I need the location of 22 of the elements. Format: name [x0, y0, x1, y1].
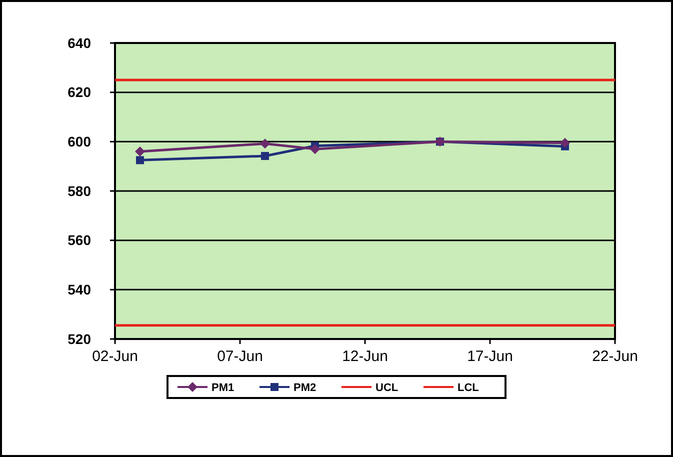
y-tick-label: 600 — [68, 134, 92, 150]
y-tick-label: 640 — [68, 34, 92, 51]
x-tick-label: 17-Jun — [467, 348, 513, 365]
point — [310, 144, 320, 154]
y-tick-label: 540 — [68, 282, 92, 298]
point — [560, 138, 570, 148]
point — [135, 146, 145, 157]
x-tick-label: 12-Jun — [342, 348, 388, 365]
point — [261, 152, 269, 160]
y-tick-label: 620 — [68, 84, 92, 100]
y-tick-label: 560 — [68, 232, 92, 248]
x-tick-label: 07-Jun — [217, 348, 263, 365]
legend-label: PM2 — [294, 382, 316, 394]
x-tick-label: 22-Jun — [592, 348, 638, 365]
legend-label: PM1 — [212, 382, 234, 394]
legend-label: UCL — [376, 382, 398, 394]
point — [136, 156, 144, 164]
y-tick-label: 520 — [68, 330, 92, 347]
x-tick-label: 02-Jun — [92, 348, 138, 365]
y-tick-label: 580 — [68, 182, 92, 199]
point — [260, 138, 270, 149]
legend-label: LCL — [458, 382, 480, 394]
